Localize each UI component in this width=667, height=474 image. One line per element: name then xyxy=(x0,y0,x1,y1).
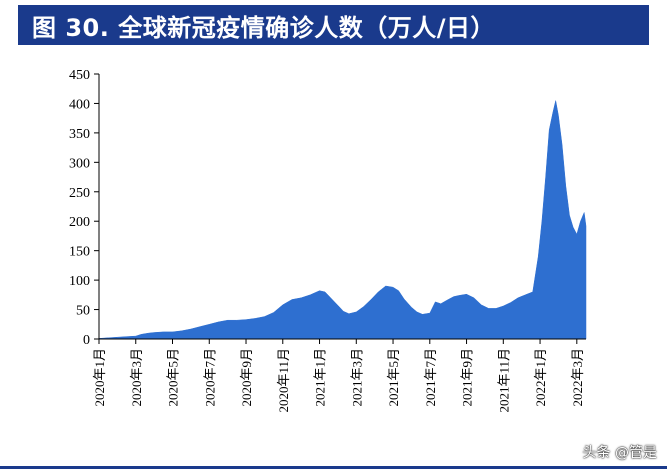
y-tick-label: 0 xyxy=(83,333,90,348)
figure-header: 图 30. 全球新冠疫情确诊人数（万人/日） xyxy=(18,5,649,45)
bottom-rule xyxy=(0,466,667,469)
series-area-0 xyxy=(98,100,587,340)
x-tick-label: 2021年1月 xyxy=(313,348,328,407)
x-tick-label: 2020年7月 xyxy=(202,348,217,407)
x-tick-label: 2022年1月 xyxy=(533,348,548,407)
y-tick-label: 150 xyxy=(69,245,90,260)
y-tick-label: 200 xyxy=(69,215,90,230)
watermark: 头条 @管是 xyxy=(582,445,657,461)
x-tick-label: 2020年11月 xyxy=(276,348,291,413)
y-tick-label: 50 xyxy=(76,304,90,319)
y-tick-label: 350 xyxy=(69,127,90,142)
x-tick-label: 2020年9月 xyxy=(239,348,254,407)
y-tick-label: 300 xyxy=(69,156,90,171)
x-tick-label: 2022年3月 xyxy=(570,348,585,407)
x-tick-label: 2020年3月 xyxy=(129,348,144,407)
y-tick-label: 100 xyxy=(69,274,90,289)
y-tick-label: 250 xyxy=(69,186,90,201)
x-tick-label: 2021年3月 xyxy=(349,348,364,407)
x-tick-label: 2021年7月 xyxy=(423,348,438,407)
y-tick-label: 400 xyxy=(69,97,90,112)
figure-title: 图 30. 全球新冠疫情确诊人数（万人/日） xyxy=(32,13,495,42)
y-tick-label: 450 xyxy=(69,68,90,83)
x-tick-label: 2020年1月 xyxy=(92,348,107,407)
x-tick-label: 2021年9月 xyxy=(460,348,475,407)
x-tick-label: 2021年11月 xyxy=(496,348,511,413)
x-tick-label: 2020年5月 xyxy=(166,348,181,407)
x-tick-label: 2021年5月 xyxy=(386,348,401,407)
